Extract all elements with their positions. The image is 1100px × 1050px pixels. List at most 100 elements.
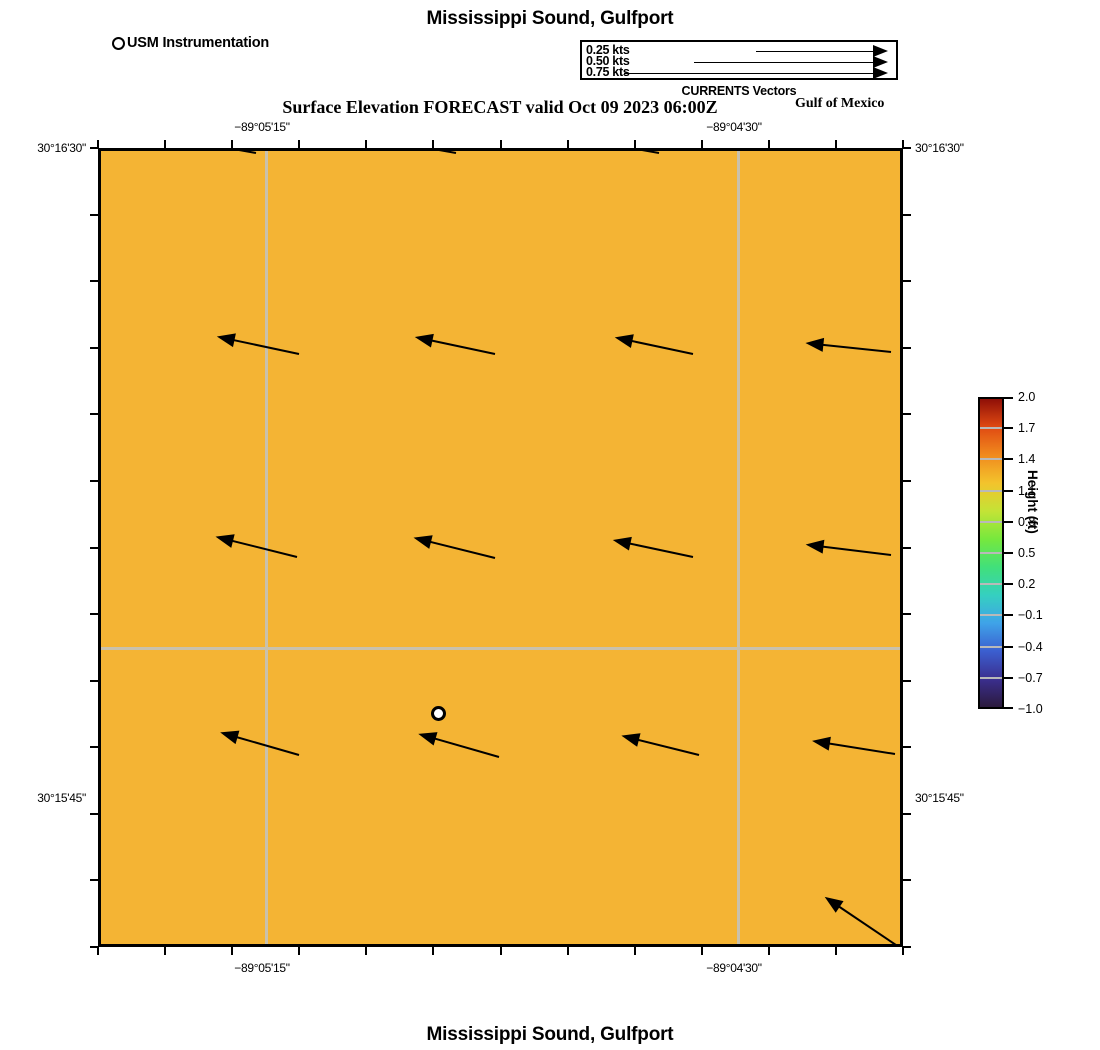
axis-tick-left <box>90 546 98 549</box>
colorbar-band-separator <box>980 427 1002 429</box>
legend-arrow-shaft-025 <box>756 51 874 52</box>
colorbar-tick-label: 0.5 <box>1018 546 1036 560</box>
legend-label-025: 0.25 kts <box>586 43 630 57</box>
vector-shaft <box>626 541 694 558</box>
axis-tick-top <box>298 140 301 148</box>
vector-shaft <box>634 738 700 756</box>
axis-label-x-bottom: −89°04'30" <box>706 961 762 975</box>
vector-shaft <box>431 736 500 758</box>
axis-label-x-bottom: −89°05'15" <box>234 961 290 975</box>
axis-tick-bottom <box>97 947 99 955</box>
legend-arrow-head-075 <box>873 67 888 79</box>
vector-head <box>176 148 196 149</box>
axis-tick-top <box>499 140 502 148</box>
axis-tick-right <box>903 546 911 549</box>
colorbar-band-separator <box>980 646 1002 648</box>
colorbar-tick <box>1004 552 1013 554</box>
axis-tick-bottom <box>902 947 904 955</box>
axis-label-y-right: 30°15'45" <box>915 791 964 805</box>
colorbar-tick-label: −0.1 <box>1018 608 1043 622</box>
legend-arrow-shaft-050 <box>694 62 874 63</box>
forecast-subtitle: Surface Elevation FORECAST valid Oct 09 … <box>282 97 718 117</box>
region-label: Gulf of Mexico <box>795 96 885 111</box>
vector-head <box>413 330 434 348</box>
axis-tick-top <box>164 140 167 148</box>
colorbar-tick <box>1004 521 1013 523</box>
axis-tick-left <box>90 280 98 283</box>
axis-tick-left <box>90 413 98 416</box>
colorbar: 2.0 1.7 1.4 1.1 0.8 0.5 0.2 −0.1 −0.4 −0.7 −1.0 <box>978 391 1043 715</box>
station-marker-usm[interactable] <box>431 706 446 721</box>
axis-tick-bottom <box>700 947 703 955</box>
colorbar-tick <box>1004 458 1013 460</box>
axis-tick-right <box>903 213 911 216</box>
vector-head <box>213 529 235 548</box>
axis-tick-right <box>903 479 911 482</box>
axis-tick-top <box>97 140 99 148</box>
vector-head <box>820 891 844 913</box>
axis-tick-right <box>903 613 911 616</box>
axis-tick-right <box>903 280 911 283</box>
vector-head <box>611 533 632 551</box>
axis-label-y-right: 30°16'30" <box>915 141 964 155</box>
colorbar-tick-label: 2.0 <box>1018 390 1036 404</box>
axis-tick-top <box>834 140 837 148</box>
axis-tick-right <box>903 679 911 682</box>
axis-tick-bottom <box>231 947 234 955</box>
vector-shaft <box>390 151 457 154</box>
axis-tick-right <box>903 147 911 149</box>
axis-tick-left <box>90 346 98 349</box>
axis-tick-right <box>903 946 911 948</box>
axis-tick-bottom <box>298 947 301 955</box>
vector-head <box>804 336 825 352</box>
colorbar-tick <box>1004 677 1013 679</box>
axis-tick-left <box>90 147 98 149</box>
colorbar-tick <box>1004 397 1013 399</box>
vector-head <box>581 148 601 149</box>
legend-label-075: 0.75 kts <box>586 65 630 79</box>
vector-head <box>619 728 641 747</box>
axis-tick-right <box>903 413 911 416</box>
gridline-horizontal <box>101 647 900 650</box>
legend-label-050: 0.50 kts <box>586 54 630 68</box>
colorbar-band-separator <box>980 614 1002 616</box>
colorbar-tick-label: 0.2 <box>1018 577 1036 591</box>
vector-shaft <box>228 539 298 558</box>
colorbar-band-separator <box>980 583 1002 585</box>
usm-instrumentation-legend: USM Instrumentation <box>112 35 269 51</box>
colorbar-tick <box>1004 707 1013 709</box>
colorbar-band-separator <box>980 677 1002 679</box>
vector-head <box>218 725 240 745</box>
axis-tick-right <box>903 879 911 882</box>
axis-tick-top <box>231 140 234 148</box>
axis-tick-top <box>700 140 703 148</box>
vector-head <box>804 537 825 554</box>
colorbar-tick-label: 1.4 <box>1018 452 1036 466</box>
colorbar-axis-title: Height (ft) <box>1025 470 1040 534</box>
colorbar-tick-label: −0.7 <box>1018 671 1043 685</box>
colorbar-band-separator <box>980 458 1002 460</box>
map-canvas[interactable] <box>98 148 903 947</box>
vector-head <box>411 530 433 549</box>
colorbar-tick-label: −1.0 <box>1018 702 1043 716</box>
axis-tick-left <box>90 613 98 616</box>
axis-tick-left <box>90 879 98 882</box>
colorbar-tick <box>1004 490 1013 492</box>
axis-label-y-left: 30°15'45" <box>37 791 86 805</box>
legend-row-050: 0.50 kts <box>582 54 896 68</box>
axis-tick-bottom <box>767 947 770 955</box>
axis-tick-bottom <box>633 947 636 955</box>
axis-label-x-top: −89°04'30" <box>706 120 762 134</box>
vector-head <box>416 727 438 746</box>
colorbar-tick <box>1004 614 1013 616</box>
axis-tick-top <box>767 140 770 148</box>
axis-tick-bottom <box>164 947 167 955</box>
colorbar-tick <box>1004 646 1013 648</box>
axis-tick-left <box>90 812 98 815</box>
axis-tick-right <box>903 346 911 349</box>
axis-tick-top <box>432 140 435 148</box>
gridline-vertical <box>737 151 740 944</box>
legend-arrow-head-025 <box>873 45 888 57</box>
axis-tick-top <box>566 140 569 148</box>
page-title: Mississippi Sound, Gulfport <box>426 8 674 29</box>
